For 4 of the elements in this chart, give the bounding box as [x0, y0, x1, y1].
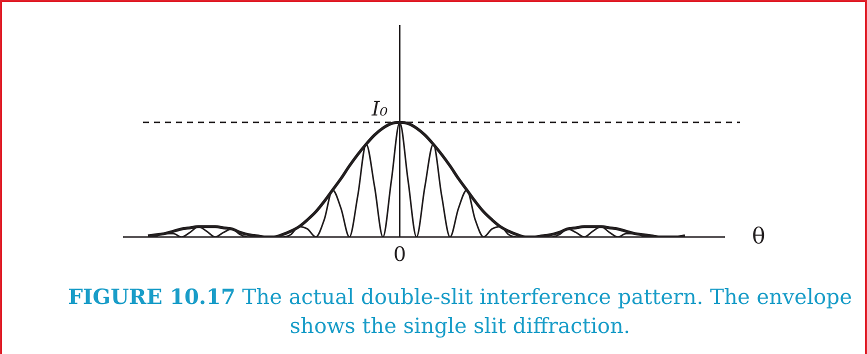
x-axis-title: θ: [752, 224, 766, 250]
caption: FIGURE 10.17 The actual double-slit interference pattern. The envelope shows the single slit diffraction.: [66, 283, 854, 340]
ref-line-label: I₀: [370, 96, 388, 121]
text: 0: [393, 242, 406, 266]
